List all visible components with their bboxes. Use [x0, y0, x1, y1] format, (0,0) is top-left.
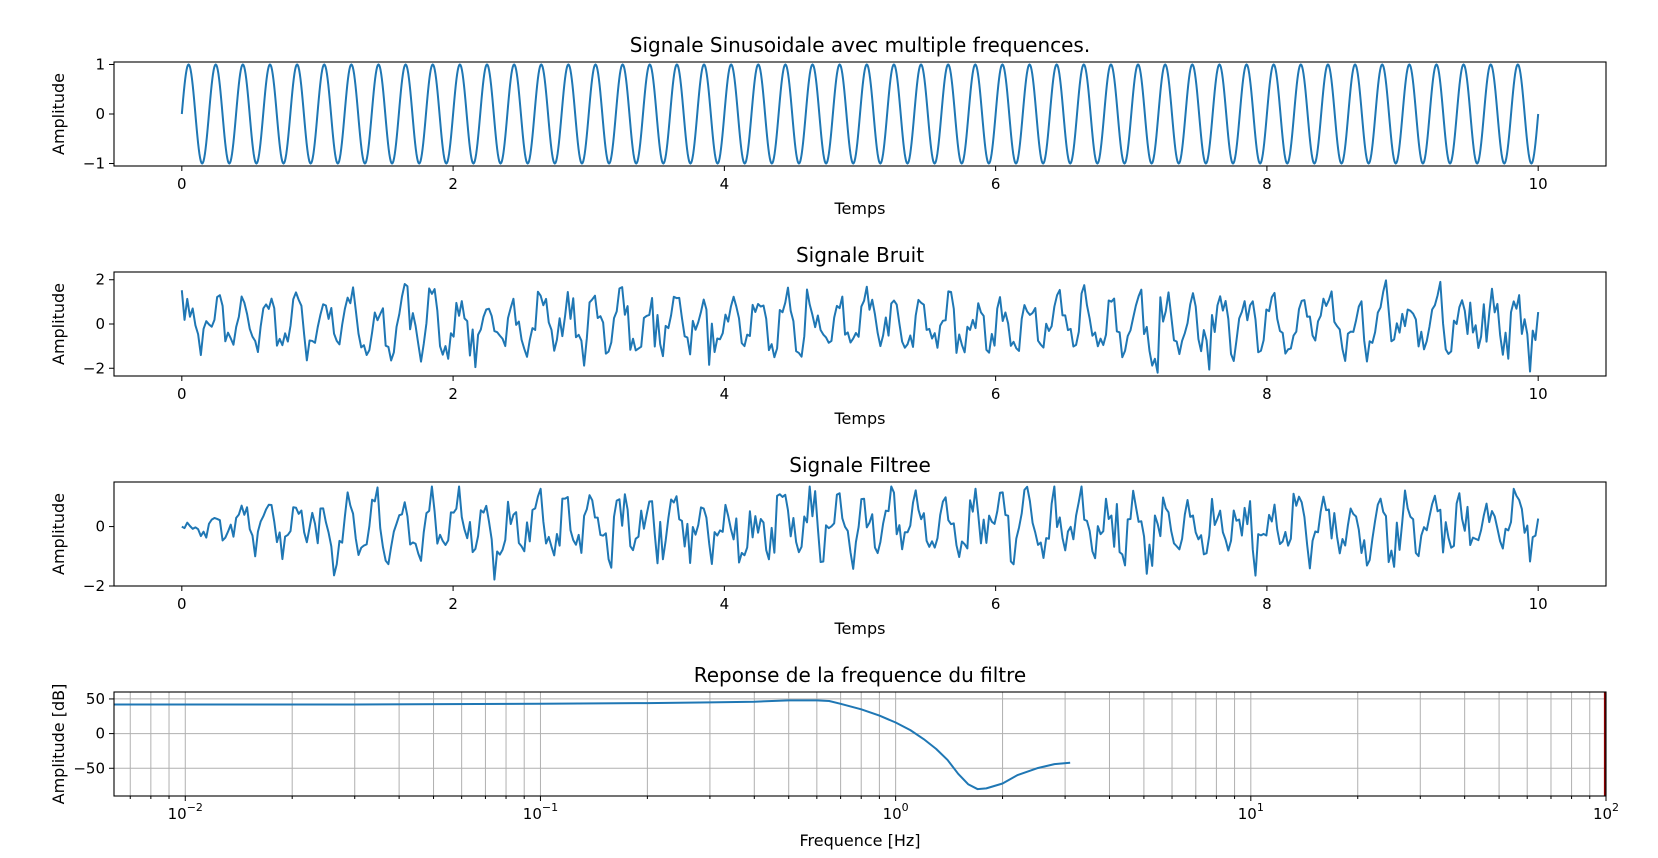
x-tick-label: 10−1	[523, 801, 558, 823]
y-tick-label: 0	[95, 725, 105, 743]
x-tick-label: 101	[1238, 801, 1264, 823]
x-tick-label: 6	[991, 175, 1001, 193]
x-tick-label: 0	[177, 175, 187, 193]
x-tick-label: 102	[1593, 801, 1619, 823]
x-tick-label: 8	[1262, 385, 1272, 403]
series-line	[180, 63, 1540, 165]
x-tick-label: 6	[991, 385, 1001, 403]
y-axis-label: Amplitude	[49, 493, 68, 575]
y-axis-label: Amplitude	[49, 283, 68, 365]
y-tick-label: 50	[86, 690, 105, 708]
x-axis-label: Temps	[834, 409, 886, 428]
y-tick-label: 0	[95, 105, 105, 123]
panel-title: Signale Sinusoidale avec multiple freque…	[630, 33, 1090, 57]
panel-sine-signal: 0 2 4 6 8 10 −1 0 1 Signale Sinusoidale avec mult…	[49, 33, 1607, 218]
panel-title: Reponse de la frequence du filtre	[694, 663, 1026, 687]
y-tick-label: 0	[95, 518, 105, 536]
y-axis-label: Amplitude	[49, 73, 68, 155]
x-tick-label: 2	[448, 175, 458, 193]
axes-frame	[113, 481, 1607, 587]
y-axis-label: Amplitude [dB]	[49, 684, 68, 805]
grid	[114, 692, 1607, 796]
x-tick-label: 2	[448, 385, 458, 403]
series-line	[181, 485, 1540, 581]
x-axis-label: Frequence [Hz]	[799, 831, 920, 850]
x-tick-label: 0	[177, 595, 187, 613]
x-tick-label: 4	[720, 595, 730, 613]
panel-frequency-response: 10−2 10−1 100 101 102 −50 0 50 Reponse de la fre…	[49, 663, 1619, 850]
y-tick-label: 0	[95, 315, 105, 333]
x-tick-label: 4	[720, 175, 730, 193]
y-tick-label: −1	[83, 155, 105, 173]
axes-frame	[113, 691, 1607, 797]
x-tick-label: 10−2	[168, 801, 203, 823]
y-tick-label: −2	[83, 359, 105, 377]
x-tick-label: 6	[991, 595, 1001, 613]
y-tick-label: −50	[73, 759, 105, 777]
x-tick-label: 10	[1529, 595, 1548, 613]
x-tick-label: 10	[1529, 175, 1548, 193]
series-line	[114, 699, 1071, 791]
x-tick-label: 0	[177, 385, 187, 403]
panel-title: Signale Bruit	[796, 243, 924, 267]
x-tick-label: 100	[883, 801, 909, 823]
y-tick-label: −2	[83, 577, 105, 595]
series-line	[180, 279, 1540, 374]
x-tick-label: 10	[1529, 385, 1548, 403]
x-tick-label: 2	[448, 595, 458, 613]
x-axis-label: Temps	[834, 619, 886, 638]
x-tick-label: 8	[1262, 595, 1272, 613]
panel-filtered-signal: 0 2 4 6 8 10 −2 0 Signale Filtree Temps Amplitude	[49, 453, 1607, 638]
panel-noisy-signal: 0 2 4 6 8 10 −2 0 2 Signale Bruit Temps Amplitude	[49, 243, 1607, 428]
y-tick-label: 1	[95, 55, 105, 73]
panel-title: Signale Filtree	[789, 453, 931, 477]
x-tick-label: 4	[720, 385, 730, 403]
y-tick-label: 2	[95, 271, 105, 289]
x-tick-label: 8	[1262, 175, 1272, 193]
x-axis-label: Temps	[834, 199, 886, 218]
